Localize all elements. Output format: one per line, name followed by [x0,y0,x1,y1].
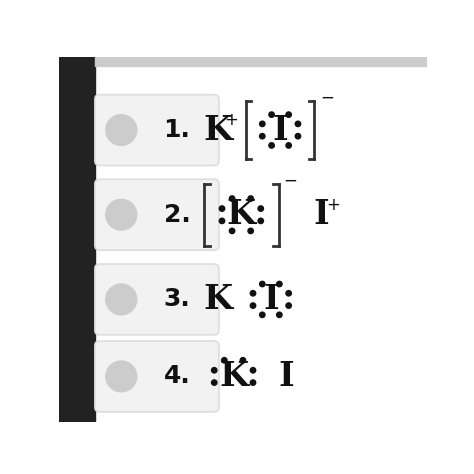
Text: 3.: 3. [164,287,191,311]
Circle shape [106,284,137,315]
Text: 2.: 2. [164,203,191,227]
Circle shape [229,228,235,234]
Circle shape [258,206,264,211]
Text: +: + [224,111,238,129]
Text: K: K [203,283,233,316]
FancyBboxPatch shape [95,264,219,335]
Circle shape [258,218,264,224]
Text: K: K [219,360,248,393]
Text: K: K [227,198,256,231]
Text: −: − [283,172,297,190]
Circle shape [269,112,274,118]
Circle shape [250,367,255,373]
Circle shape [286,112,292,118]
Circle shape [250,291,255,296]
Circle shape [286,143,292,148]
Text: I: I [272,114,288,146]
Text: I: I [313,198,329,231]
Text: I: I [263,283,279,316]
Circle shape [229,196,235,201]
Circle shape [277,312,282,318]
Text: +: + [327,196,340,214]
Circle shape [295,121,301,127]
Circle shape [106,361,137,392]
Circle shape [248,196,254,201]
Circle shape [286,303,292,308]
Circle shape [250,380,255,385]
Circle shape [106,115,137,146]
Circle shape [295,134,301,139]
Circle shape [211,367,217,373]
Circle shape [219,218,225,224]
Bar [59,57,95,422]
Circle shape [211,380,217,385]
FancyBboxPatch shape [95,341,219,412]
Circle shape [277,282,282,287]
Circle shape [260,282,265,287]
Circle shape [250,303,255,308]
Circle shape [240,357,246,363]
Circle shape [260,312,265,318]
Circle shape [106,200,137,230]
FancyBboxPatch shape [95,95,219,165]
Text: 4.: 4. [164,365,191,388]
Text: I: I [279,360,294,393]
Bar [95,57,427,66]
Circle shape [219,206,225,211]
Circle shape [269,143,274,148]
Circle shape [260,134,265,139]
Text: −: − [320,89,334,107]
Circle shape [286,291,292,296]
Circle shape [260,121,265,127]
Text: 1.: 1. [164,118,191,142]
Text: K: K [203,114,233,146]
Circle shape [222,357,227,363]
Circle shape [248,228,254,234]
FancyBboxPatch shape [95,179,219,250]
